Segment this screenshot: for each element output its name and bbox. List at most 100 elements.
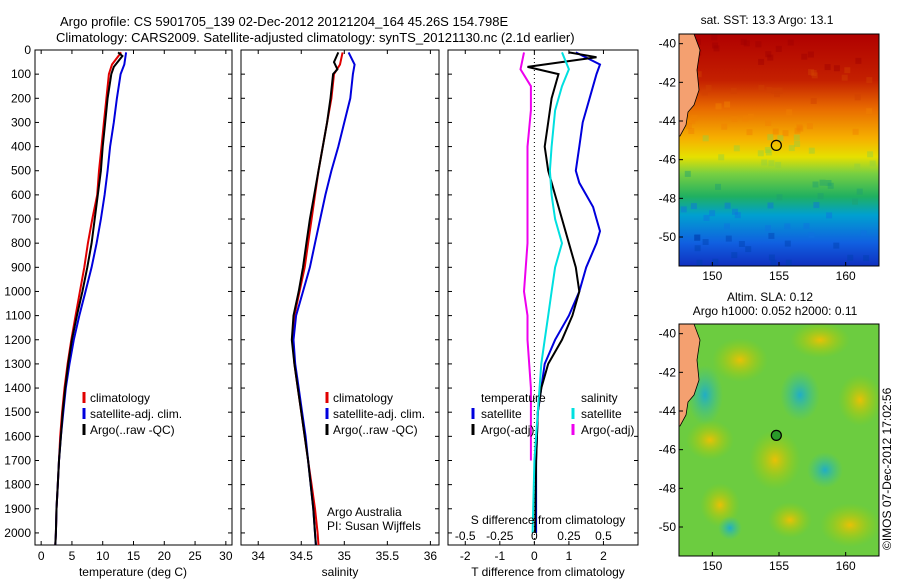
sst-speckle-cell <box>841 74 848 81</box>
sst-speckle-cell <box>695 38 701 45</box>
sst-speckle-cell <box>713 45 720 52</box>
sst-speckle-cell <box>715 103 722 110</box>
difference-axes-frame <box>447 49 639 546</box>
sst-speckle-cell <box>797 125 804 132</box>
sst-speckle-cell <box>854 163 861 170</box>
series-line <box>527 51 597 533</box>
sst-speckle-cell <box>801 53 808 60</box>
sst-speckle-cell <box>757 150 764 157</box>
x-tick-label: 15 <box>127 549 141 563</box>
sst-speckle-cell <box>724 223 730 230</box>
sst-speckle-cell <box>758 84 765 91</box>
x-tick-label: 2 <box>600 549 607 563</box>
sst-speckle-cell <box>696 259 703 266</box>
sst-speckle-cell <box>777 135 784 142</box>
depth-tick-label: 200 <box>11 91 31 105</box>
depth-tick-label: 700 <box>11 212 31 226</box>
depth-tick-label: 1500 <box>4 405 31 419</box>
depth-tick-label: 1800 <box>4 478 31 492</box>
sst-speckle-cell <box>694 234 701 241</box>
difference-panel: -2 -1 0 1 2 S difference from climatology -0… <box>447 49 639 579</box>
sst-speckle-cell <box>734 212 741 219</box>
sst-speckle-cell <box>866 77 873 84</box>
sla-positive-anomaly <box>749 430 801 490</box>
sla-positive-anomaly <box>820 503 880 547</box>
sst-speckle-cell <box>826 212 833 219</box>
map-x-tick-label: 150 <box>702 269 722 283</box>
sla-positive-anomaly <box>686 420 734 460</box>
sst-speckle-cell <box>758 58 765 65</box>
sst-speckle-cell <box>775 45 782 52</box>
sst-speckle-cell <box>806 123 813 130</box>
map-x-tick-label: 150 <box>702 559 722 573</box>
s-diff-tick-label: 0.25 <box>557 529 581 543</box>
temperature-panel: 0100200300400500600700800900100011001200… <box>4 43 233 579</box>
depth-tick-label: 1000 <box>4 284 31 298</box>
legend-label: Argo(-adj) <box>481 423 534 437</box>
sst-speckle-cell <box>684 170 691 177</box>
series-line <box>54 51 124 546</box>
sst-speckle-cell <box>824 64 831 71</box>
x-tick-label: 34 <box>252 549 266 563</box>
difference-legend: temperature satellite Argo(-adj) salinity sa… <box>471 391 634 437</box>
sst-speckle-cell <box>775 161 782 168</box>
sla-map-title-line2: Argo h1000: 0.052 h2000: 0.11 <box>693 304 858 318</box>
salinity-axes-frame <box>240 49 440 546</box>
sst-speckle-cell <box>712 42 719 49</box>
sst-speckle-cell <box>771 87 778 94</box>
x-tick-label: 0 <box>38 549 45 563</box>
figure-title-line2: Climatology: CARS2009. Satellite-adjuste… <box>56 30 575 45</box>
sst-speckle-cell <box>731 115 738 122</box>
depth-tick-label: 2000 <box>4 526 31 540</box>
sst-speckle-cell <box>685 122 692 129</box>
depth-tick-label: 1900 <box>4 502 31 516</box>
sst-speckle-cell <box>811 72 818 79</box>
sst-speckle-cell <box>755 41 762 48</box>
temperature-axes-frame <box>34 49 233 546</box>
sst-speckle-cell <box>808 232 815 239</box>
x-tick-label: 5 <box>69 549 76 563</box>
sst-speckle-cell <box>711 34 718 41</box>
map-x-tick-label: 155 <box>769 559 789 573</box>
credit-line2: PI: Susan Wijffels <box>327 519 421 533</box>
s-diff-tick-label: 0 <box>531 529 538 543</box>
sst-speckle-cell <box>812 181 819 188</box>
legend-label: Argo(..raw -QC) <box>333 423 418 437</box>
imos-timestamp: ©IMOS 07-Dec-2012 17:02:56 <box>880 387 894 550</box>
depth-tick-label: 0 <box>24 43 31 57</box>
map-y-tick-label: -40 <box>659 37 677 51</box>
depth-tick-label: 1600 <box>4 429 31 443</box>
series-line <box>519 52 532 461</box>
sst-speckle-cell <box>786 109 793 116</box>
sst-speckle-cell <box>718 154 725 161</box>
map-y-tick-label: -46 <box>659 443 677 457</box>
sst-speckle-cell <box>772 128 779 135</box>
depth-tick-label: 1300 <box>4 357 31 371</box>
legend-label: Argo(..raw -QC) <box>90 423 175 437</box>
s-diff-tick-label: -0.25 <box>486 529 514 543</box>
sla-positive-anomaly <box>790 322 850 358</box>
sst-speckle-cell <box>740 38 747 45</box>
sst-speckle-cell <box>745 246 752 253</box>
sst-speckle-cell <box>793 134 800 141</box>
sla-anomaly-blobs <box>686 322 882 547</box>
sst-speckle-cell <box>765 120 772 126</box>
map-y-tick-label: -46 <box>659 153 677 167</box>
depth-tick-label: 400 <box>11 140 31 154</box>
sst-speckle-cell <box>855 57 862 64</box>
sst-speckle-cell <box>867 151 874 158</box>
sst-speckle-cell <box>743 40 750 47</box>
map-y-tick-label: -40 <box>659 327 677 341</box>
salinity-x-axis: 34 34.5 35 35.5 36 <box>252 50 437 563</box>
sst-speckle-cell <box>691 115 698 122</box>
x-tick-label: 30 <box>219 549 233 563</box>
depth-tick-label: 600 <box>11 188 31 202</box>
depth-tick-label: 1100 <box>5 309 31 323</box>
sst-speckle-cell <box>852 128 859 135</box>
sst-speckle-cell <box>768 232 775 239</box>
difference-xlabel: T difference from climatology <box>471 565 625 579</box>
legend-label: climatology <box>333 391 393 405</box>
sla-negative-anomaly <box>807 452 843 488</box>
sst-speckle-cell <box>833 65 840 72</box>
map-y-tick-label: -50 <box>659 520 677 534</box>
